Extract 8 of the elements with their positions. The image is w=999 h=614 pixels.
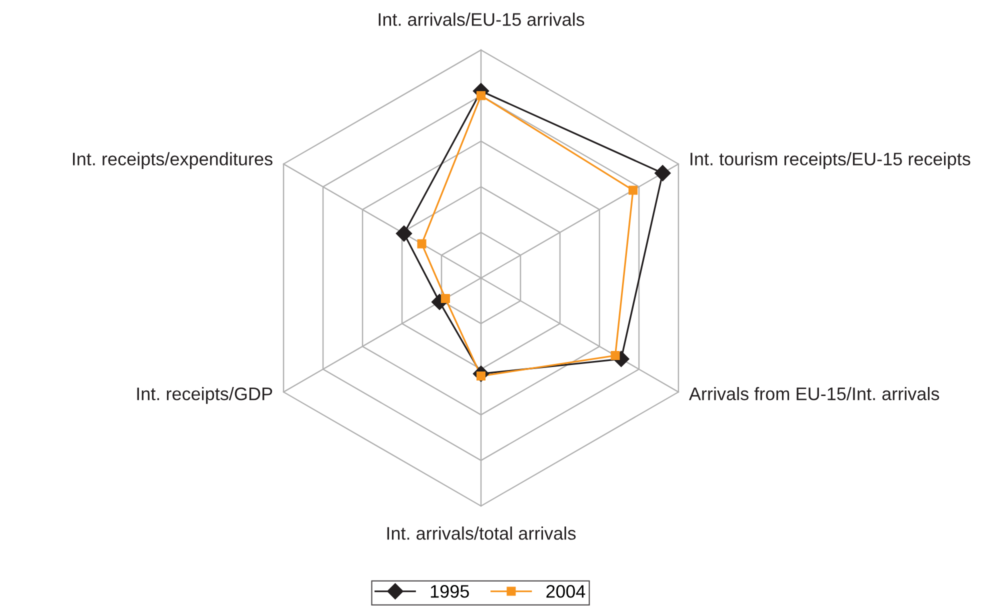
legend-label: 1995 (430, 585, 469, 598)
spoke-label: Int. receipts/GDP (137, 387, 272, 404)
spoke-label: Arrivals from EU-15/Int. arrivals (688, 387, 940, 400)
spoke-label: Int. arrivals/EU-15 arrivals (378, 12, 584, 26)
spoke-label: Int. receipts/expenditures (73, 152, 272, 169)
legend-label: 2004 (546, 585, 586, 598)
spoke-label: Int. tourism receipts/EU-15 receipts (690, 152, 970, 169)
spoke-label: Int. arrivals/total arrivals (387, 526, 576, 540)
